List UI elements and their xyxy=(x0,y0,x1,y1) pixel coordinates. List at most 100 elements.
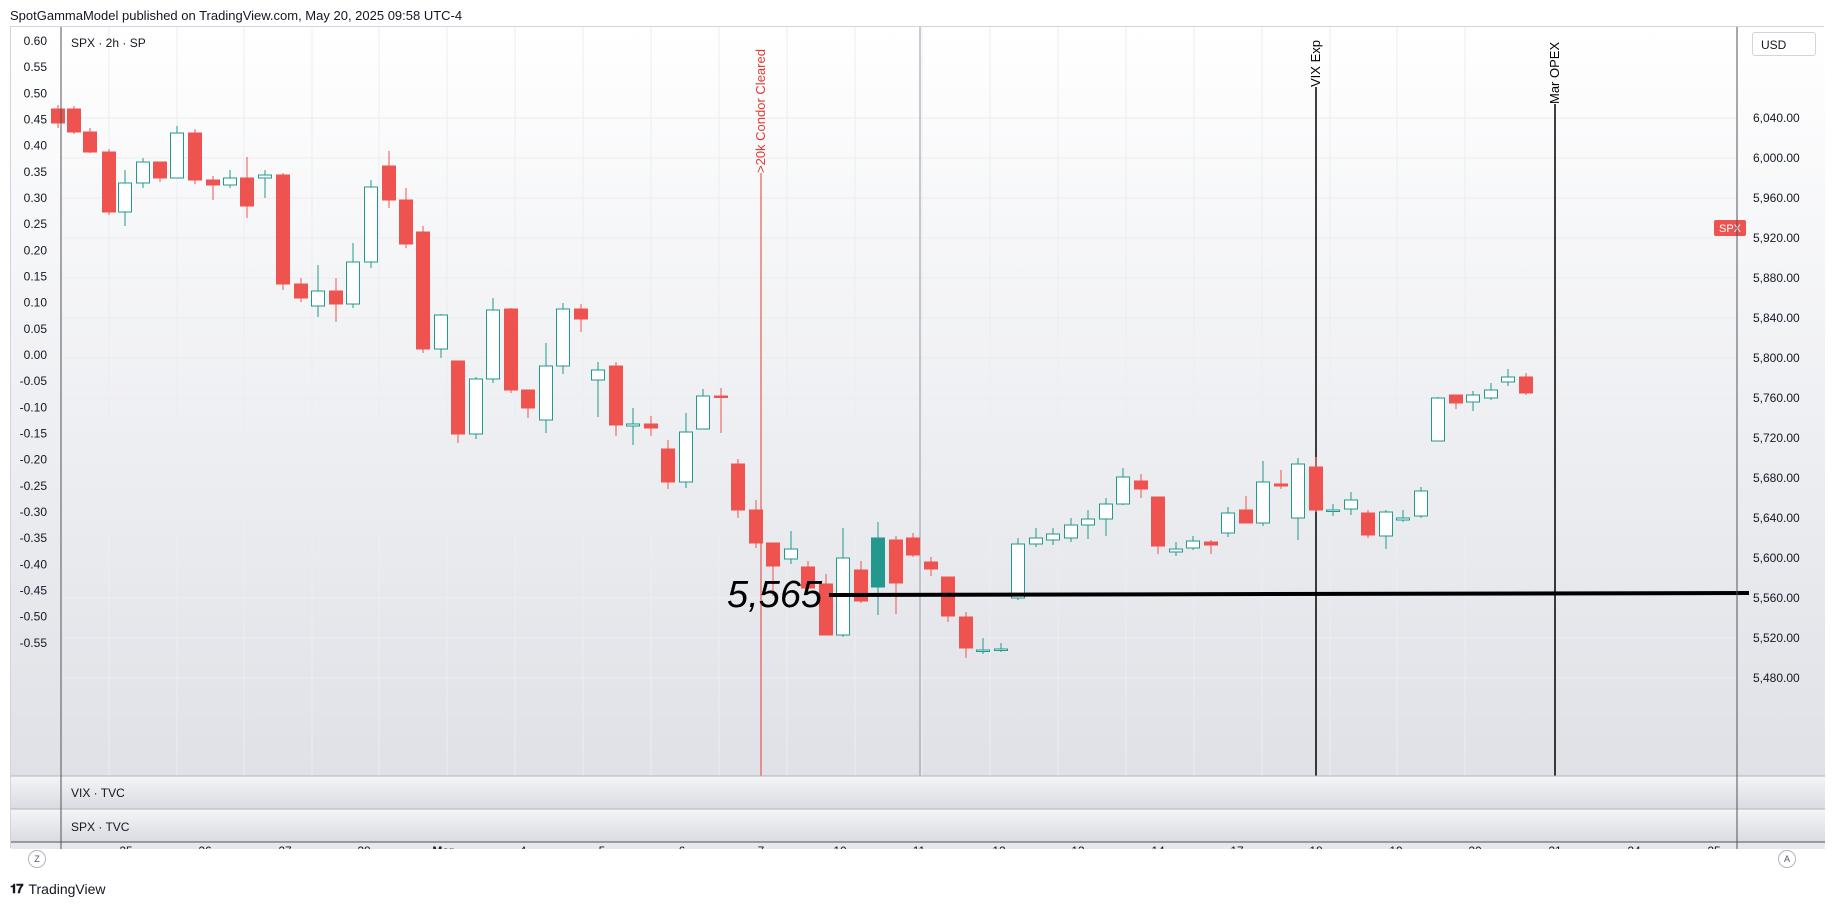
tradingview-logo-icon: 𝟏𝟕 xyxy=(10,881,24,896)
time-axis-tick-label: 27 xyxy=(278,844,292,849)
candle-body xyxy=(1274,483,1288,487)
candle-body xyxy=(976,649,990,652)
time-axis-tick-label: 14 xyxy=(1151,844,1165,849)
time-axis-tick-label: 7 xyxy=(758,844,765,849)
candle-body xyxy=(1186,540,1200,549)
time-axis-tick-label: 25 xyxy=(1707,844,1721,849)
spx-pane-label: SPX · TVC xyxy=(71,820,130,834)
candle-body xyxy=(994,648,1008,651)
time-axis-tick-label: 4 xyxy=(520,844,527,849)
candle-body xyxy=(696,395,710,430)
time-axis-tick-label: 11 xyxy=(913,844,926,849)
candle-body xyxy=(1081,518,1095,526)
candle-body xyxy=(276,174,290,285)
candle-body xyxy=(766,542,780,567)
right-axis-tick-label: 5,640.00 xyxy=(1753,511,1800,525)
left-axis-tick-label: -0.25 xyxy=(20,479,48,493)
annotations-back: >20k Condor Cleared VIX Exp Mar OPEX xyxy=(753,27,1562,776)
left-axis-tick-label: 0.50 xyxy=(24,86,48,100)
annotation-vline-label: >20k Condor Cleared xyxy=(753,49,768,173)
candle-body xyxy=(136,161,150,184)
candle-body xyxy=(1239,509,1253,524)
candle-body xyxy=(1151,496,1165,547)
candle-body xyxy=(1414,490,1428,517)
candle-body xyxy=(1431,397,1445,442)
candle-body xyxy=(1256,481,1270,524)
candle-body xyxy=(1291,463,1305,519)
right-axis-tick-label: 5,600.00 xyxy=(1753,551,1800,565)
candle-body xyxy=(223,177,237,186)
candle-body xyxy=(451,360,465,435)
time-axis-tick-label: 13 xyxy=(1071,844,1085,849)
candle-body xyxy=(731,463,745,511)
left-axis-tick-label: 0.30 xyxy=(24,191,48,205)
left-axis-tick-label: 0.10 xyxy=(24,296,48,310)
candle-body xyxy=(1099,503,1113,520)
chart-canvas[interactable]: >20k Condor Cleared VIX Exp Mar OPEX 5,565… xyxy=(11,27,1825,849)
left-axis-tick-label: -0.10 xyxy=(20,400,48,414)
left-axis-tick-label: -0.30 xyxy=(20,505,48,519)
right-axis-tick-label: 5,520.00 xyxy=(1753,631,1800,645)
left-axis-tick-label: -0.05 xyxy=(20,374,48,388)
time-axis-tick-label: 21 xyxy=(1548,844,1562,849)
candle-body xyxy=(83,131,97,153)
left-axis-tick-label: -0.20 xyxy=(20,453,48,467)
right-axis-tick-label: 5,680.00 xyxy=(1753,471,1800,485)
candle-body xyxy=(644,423,658,429)
right-axis-tick-label: 5,920.00 xyxy=(1753,231,1800,245)
left-axis-tick-label: 0.25 xyxy=(24,217,48,231)
annotation-vline-label: Mar OPEX xyxy=(1547,42,1562,104)
candle-body xyxy=(784,548,798,560)
right-price-axis[interactable]: 6,040.00 6,000.00 5,960.00 5,920.00 5,880.00… xyxy=(1714,111,1800,685)
candle-body xyxy=(1221,512,1235,534)
chart-frame[interactable]: >20k Condor Cleared VIX Exp Mar OPEX 5,565… xyxy=(10,26,1825,849)
auto-scale-button[interactable]: A xyxy=(1778,850,1796,868)
time-axis[interactable] xyxy=(11,842,1825,849)
right-axis-tick-label: 5,720.00 xyxy=(1753,431,1800,445)
support-level-line xyxy=(828,591,1750,597)
time-axis-tick-label: 26 xyxy=(198,844,212,849)
tradingview-logo[interactable]: 𝟏𝟕 TradingView xyxy=(10,881,106,897)
candle-body xyxy=(1361,512,1375,536)
right-axis-tick-label: 5,840.00 xyxy=(1753,311,1800,325)
candle-body xyxy=(1046,533,1060,541)
candle-body xyxy=(1309,466,1323,511)
candle-body xyxy=(1449,394,1463,404)
left-price-axis[interactable]: 0.60 0.55 0.50 0.45 0.40 0.35 0.30 0.25 0.20 0.15… xyxy=(20,34,48,650)
left-axis-tick-label: -0.45 xyxy=(20,584,48,598)
annotations-front: 5,565 xyxy=(727,574,1750,616)
left-axis-tick-label: 0.45 xyxy=(24,113,48,127)
candle-body xyxy=(118,182,132,213)
candle-body xyxy=(67,108,81,133)
vix-pane[interactable] xyxy=(11,776,1825,809)
left-axis-tick-label: 0.60 xyxy=(24,34,48,48)
zoom-toggle-button[interactable]: Z xyxy=(28,850,46,868)
candle-body xyxy=(382,165,396,201)
left-axis-tick-label: 0.15 xyxy=(24,270,48,284)
right-axis-tick-label: 5,480.00 xyxy=(1753,671,1800,685)
candle-body xyxy=(889,539,903,584)
spx-pane[interactable] xyxy=(11,809,1825,842)
currency-selector[interactable]: USD xyxy=(1752,32,1816,56)
candle-body xyxy=(1344,499,1358,510)
candle-body xyxy=(346,261,360,305)
candle-body xyxy=(714,395,728,398)
left-axis-tick-label: 0.40 xyxy=(24,139,48,153)
vix-pane-label: VIX · TVC xyxy=(71,786,125,800)
candles xyxy=(51,105,1533,658)
time-axis-labels[interactable]: 25 26 27 28 Mar 4 5 6 7 10 11 12 13 14 17 18 19 20 21 24 25 xyxy=(119,844,1721,849)
candle-body xyxy=(504,308,518,391)
time-axis-tick-label: 12 xyxy=(992,844,1006,849)
candle-body xyxy=(556,308,570,367)
last-price-tag-label: SPX xyxy=(1719,223,1742,235)
candle-body xyxy=(871,537,885,588)
main-pane-label: SPX · 2h · SP xyxy=(71,36,146,50)
left-axis-tick-label: -0.50 xyxy=(20,610,48,624)
left-axis-tick-label: -0.55 xyxy=(20,636,48,650)
time-axis-tick-label: 10 xyxy=(833,844,847,849)
candle-body xyxy=(206,179,220,186)
candle-body xyxy=(469,378,483,435)
candle-body xyxy=(1169,548,1183,553)
tradingview-brand: TradingView xyxy=(28,881,106,897)
candle-body xyxy=(539,365,553,421)
